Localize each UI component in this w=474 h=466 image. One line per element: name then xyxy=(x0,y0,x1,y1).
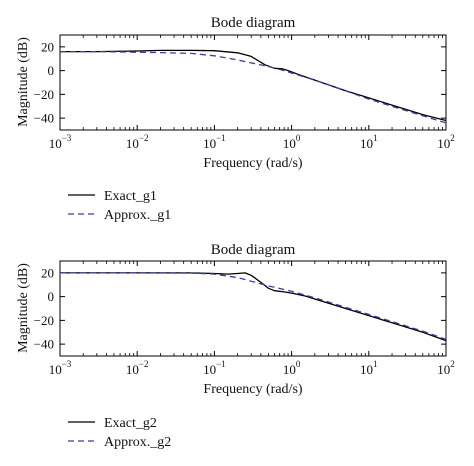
tick-group: 10−3 10−2 10−1 100 101 102 20 0 −20 −40 xyxy=(34,261,455,377)
plot-frame xyxy=(59,260,447,357)
y-tick-label: 20 xyxy=(41,265,54,280)
series-line-approx-g2 xyxy=(60,272,447,341)
series-group xyxy=(60,272,447,342)
legend-label-exact: Exact_g2 xyxy=(104,416,157,431)
legend: Exact_g1 Approx._g1 xyxy=(68,189,171,223)
x-tick-label: 10−1 xyxy=(203,359,226,377)
legend-label-approx: Approx._g1 xyxy=(104,208,171,223)
chart-title: Bode diagram xyxy=(211,242,296,258)
y-tick-label: 0 xyxy=(48,289,55,304)
x-axis-label: Frequency (rad/s) xyxy=(203,156,302,171)
y-tick-label: −40 xyxy=(34,111,54,126)
plot-frame xyxy=(59,34,447,131)
y-axis-label: Magnitude (dB) xyxy=(16,37,31,127)
x-tick-label: 101 xyxy=(360,133,378,151)
x-tick-label: 10−3 xyxy=(49,133,72,151)
tick-group: 10−3 10−2 10−1 100 101 102 20 0 −20 −40 xyxy=(34,35,455,151)
x-tick-label: 10−2 xyxy=(126,359,149,377)
bode-panel-1: Bode diagram 10−3 10−2 10−1 100 101 102 20 0 −20… xyxy=(16,15,455,223)
y-tick-label: −20 xyxy=(34,87,54,102)
series-line-exact-g2 xyxy=(60,272,447,342)
y-tick-label: −20 xyxy=(34,313,54,328)
y-tick-label: 20 xyxy=(41,39,54,54)
x-tick-label: 100 xyxy=(283,359,301,377)
series-line-exact-g1 xyxy=(60,49,447,122)
legend: Exact_g2 Approx._g2 xyxy=(68,416,171,450)
x-axis-label: Frequency (rad/s) xyxy=(203,382,302,397)
series-line-approx-g1 xyxy=(60,50,447,124)
x-tick-label: 10−3 xyxy=(49,359,72,377)
y-tick-label: −40 xyxy=(34,337,54,352)
legend-label-approx: Approx._g2 xyxy=(104,435,171,450)
x-tick-label: 102 xyxy=(437,359,455,377)
x-tick-label: 10−1 xyxy=(203,133,226,151)
x-tick-label: 102 xyxy=(437,133,455,151)
x-tick-label: 10−2 xyxy=(126,133,149,151)
legend-label-exact: Exact_g1 xyxy=(104,189,157,204)
series-group xyxy=(60,49,447,124)
bode-panel-2: Bode diagram 10−3 10−2 10−1 100 101 102 20 0 −20… xyxy=(16,242,455,450)
y-axis-label: Magnitude (dB) xyxy=(16,263,31,353)
y-tick-label: 0 xyxy=(48,63,55,78)
x-tick-label: 100 xyxy=(283,133,301,151)
x-tick-label: 101 xyxy=(360,359,378,377)
chart-title: Bode diagram xyxy=(211,15,296,31)
